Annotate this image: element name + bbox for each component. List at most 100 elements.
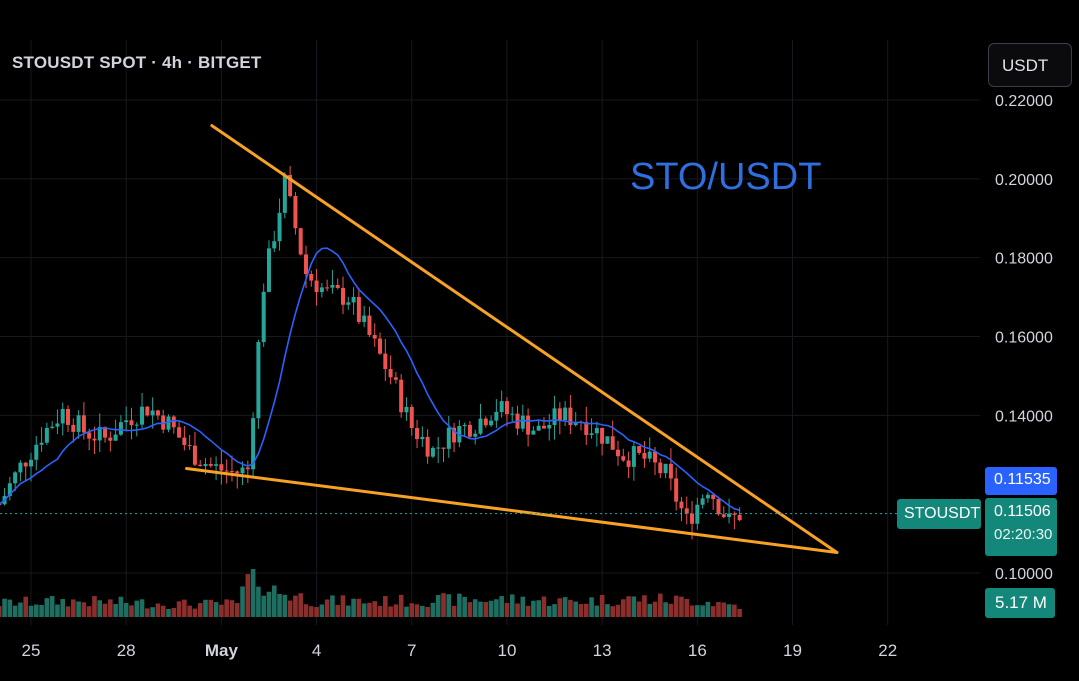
candle-body (298, 228, 303, 255)
candle-body (288, 174, 293, 197)
volume-bar (615, 604, 621, 617)
volume-bar (213, 602, 219, 617)
volume-bar (224, 599, 229, 617)
candle-body (467, 424, 472, 437)
candle-body (626, 460, 631, 467)
candle-body (171, 416, 176, 428)
candle-body (44, 427, 49, 443)
candlesticks (0, 166, 742, 540)
candle-body (674, 478, 679, 502)
candle-body (330, 284, 335, 288)
candle-body (473, 433, 478, 437)
volume-bar (197, 603, 203, 617)
volume-bar (668, 603, 674, 617)
volume-bar (293, 595, 298, 617)
candle-body (214, 464, 219, 466)
candle-body (356, 296, 361, 322)
candle-body (647, 451, 652, 459)
candle-body (452, 427, 457, 443)
candle-body (55, 423, 60, 427)
time-tick-label: 4 (312, 641, 321, 660)
time-tick-label: 10 (497, 641, 516, 660)
candle-body (341, 287, 346, 305)
candle-body (541, 425, 546, 429)
candle-body (309, 274, 314, 281)
volume-bar (695, 605, 700, 617)
candle-body (737, 514, 742, 521)
candle-body (399, 379, 404, 413)
volume-bar (679, 596, 684, 617)
volume-bar (568, 599, 573, 617)
volume-bar (65, 606, 71, 617)
volume-bar (219, 604, 224, 617)
volume-bar (562, 597, 568, 617)
volume-bar (7, 599, 13, 617)
volume-bar (0, 605, 2, 617)
candle-body (161, 415, 166, 430)
volume-bar (710, 606, 716, 617)
candle-body (494, 411, 499, 421)
candle-body (87, 432, 92, 439)
candle-body (716, 499, 721, 515)
volume-bar (86, 606, 92, 617)
candle-body (573, 421, 578, 426)
volume-bar (520, 596, 526, 617)
candle-body (203, 464, 208, 467)
volume-bar (536, 600, 541, 617)
candle-body (478, 418, 483, 434)
volume-bar (361, 603, 367, 617)
candle-body (150, 410, 155, 416)
candle-body (245, 467, 250, 470)
chart-grid (0, 40, 980, 625)
volume-bar (467, 602, 473, 617)
volume-bar (129, 605, 134, 617)
volume-bar (557, 598, 563, 617)
volume-bar (234, 603, 240, 617)
candle-body (684, 508, 689, 514)
candle-body (415, 428, 420, 440)
candle-body (60, 408, 65, 424)
volume-bar (145, 608, 150, 617)
candle-body (29, 459, 33, 467)
candle-body (182, 437, 187, 446)
candle-body (594, 427, 599, 434)
price-tick-label: 0.18000 (995, 251, 1053, 268)
volume-bar (18, 602, 23, 617)
volume-bar (414, 604, 420, 617)
volume-bar (583, 603, 589, 617)
volume-bar (599, 594, 605, 617)
volume-bar (356, 598, 362, 617)
volume-bar (525, 605, 531, 617)
volume-bar (335, 604, 341, 617)
symbol-price-tag: STOUSDT (897, 499, 981, 529)
volume-bar (118, 596, 124, 617)
candle-body (610, 436, 615, 450)
currency-button[interactable]: USDT (988, 43, 1072, 87)
volume-bar (150, 607, 155, 617)
volume-bar (71, 599, 76, 617)
time-axis[interactable]: 25 28 May 4 7 10 13 16 19 22 (22, 641, 898, 660)
volume-bar (393, 604, 399, 617)
candle-body (261, 291, 266, 343)
time-tick-label: 16 (688, 641, 707, 660)
volume-bar (123, 602, 129, 617)
candle-body (76, 415, 81, 432)
volume-bar (404, 606, 409, 617)
price-axis[interactable]: 0.22000 0.20000 0.18000 0.16000 0.14000 0.100… (995, 93, 1053, 583)
volume-bar (203, 599, 208, 617)
candle-body (409, 406, 414, 429)
candle-body (425, 436, 430, 457)
volume-bar (166, 608, 171, 617)
volume-bar (499, 596, 504, 617)
volume-bar (700, 605, 705, 617)
volume-bar (605, 604, 610, 617)
candle-body (552, 408, 557, 425)
time-tick-label: 28 (117, 641, 136, 660)
volume-bar (716, 602, 721, 617)
candle-body (616, 449, 621, 457)
price-tick-label: 0.16000 (995, 330, 1053, 347)
candle-body (314, 280, 319, 293)
candle-body (118, 422, 123, 435)
volume-bar (737, 608, 742, 617)
